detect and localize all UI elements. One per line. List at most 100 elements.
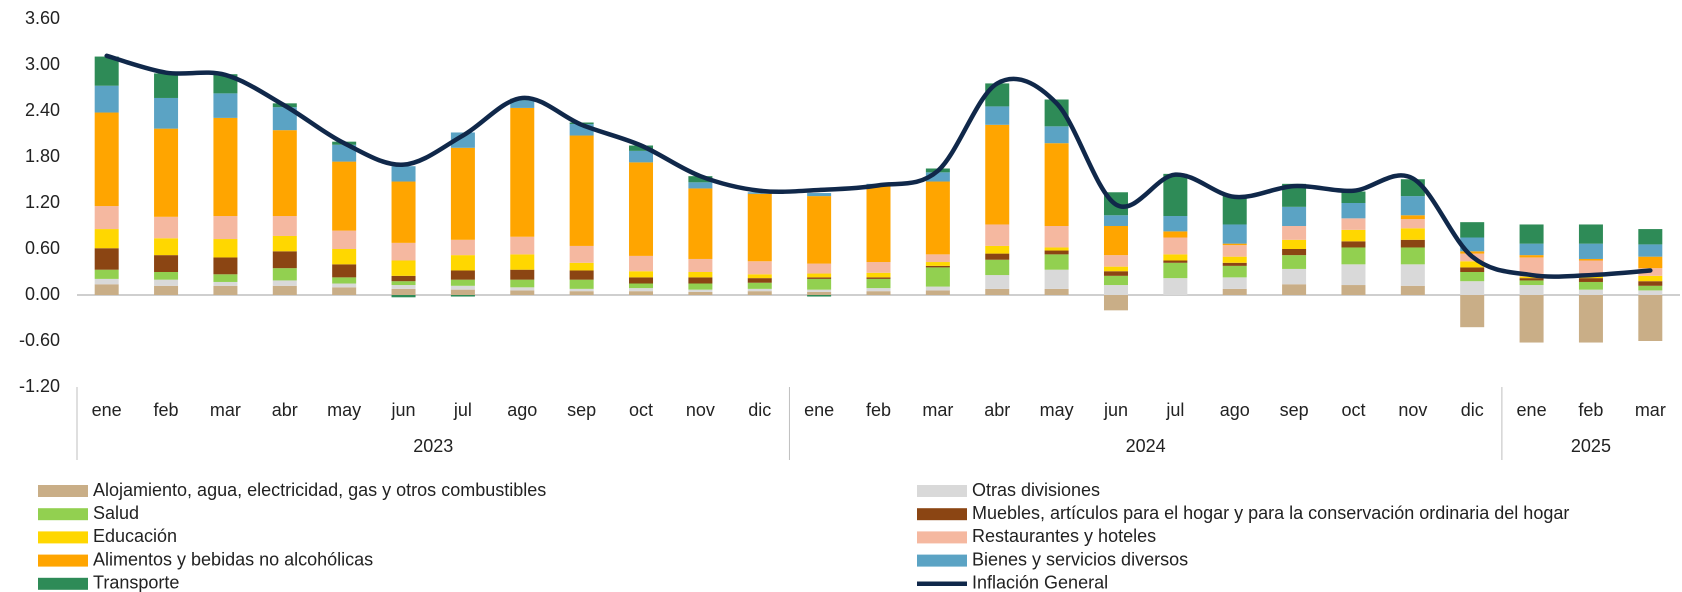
bar-segment (391, 275, 416, 282)
bar-segment (629, 271, 654, 278)
bar-segment (985, 224, 1010, 246)
bar-segment (332, 264, 357, 278)
legend-swatch (38, 508, 88, 521)
bar-segment (391, 288, 416, 295)
bar-segment (94, 112, 119, 207)
bar-segment (1341, 203, 1366, 219)
y-tick-label: -0.60 (19, 330, 60, 350)
legend-label: Educación (93, 526, 177, 546)
x-tick-label: dic (748, 400, 771, 420)
bar-segment (569, 279, 594, 289)
bar-segment (1460, 251, 1485, 254)
bar-segment (1044, 250, 1069, 255)
bar-segment (569, 291, 594, 295)
bar-segment (747, 261, 772, 275)
bar-segment (1400, 285, 1425, 295)
legend-label: Restaurantes y hoteles (972, 526, 1156, 546)
bar-segment (807, 289, 832, 292)
bar-segment (688, 188, 713, 259)
bar-segment (1222, 262, 1247, 266)
bar-segment (1519, 276, 1544, 279)
y-tick-label: 3.60 (25, 8, 60, 28)
legend-swatch (38, 485, 88, 497)
y-tick-label: 3.00 (25, 54, 60, 74)
bar-segment (272, 280, 297, 286)
bar-segment (510, 269, 535, 280)
bar-segment (332, 287, 357, 295)
bar-segment (510, 290, 535, 295)
bar-segment (1578, 243, 1603, 259)
bar-segment (1519, 285, 1544, 295)
bar-segment (1282, 284, 1307, 295)
legend-label: Alojamiento, agua, electricidad, gas y o… (93, 480, 546, 500)
year-label: 2024 (1126, 436, 1166, 456)
bar-segment (1163, 254, 1188, 261)
bar-segment (569, 262, 594, 271)
bar-segment (985, 245, 1010, 254)
bar-segment (985, 124, 1010, 225)
bar-segment (1519, 243, 1544, 256)
bar-segment (747, 282, 772, 289)
x-tick-label: ene (804, 400, 834, 420)
bar-segment (450, 255, 475, 271)
bar-segment (1222, 224, 1247, 244)
bar-segment (510, 279, 535, 288)
bar-segment (332, 230, 357, 249)
bar-segment (1222, 288, 1247, 295)
bar-segment (154, 73, 179, 98)
line (104, 53, 1653, 279)
bar-segment (1044, 247, 1069, 251)
bar-segment (925, 290, 950, 295)
bar-segment (391, 295, 416, 298)
bar-segment (866, 288, 891, 292)
bar-segment (213, 239, 238, 258)
x-tick-label: may (1040, 400, 1074, 420)
y-tick-label: 0.00 (25, 284, 60, 304)
bar-segment (629, 255, 654, 272)
bar-segment (332, 144, 357, 162)
year-label: 2023 (413, 436, 453, 456)
bar-segment (629, 291, 654, 295)
bar-segment (450, 289, 475, 295)
bar-segment (391, 281, 416, 286)
bar-segment (450, 132, 475, 148)
bar-segment (1103, 285, 1128, 295)
bar-segment (866, 277, 891, 279)
bar-segment (1341, 285, 1366, 295)
legend-swatch (38, 554, 88, 567)
bar-segment (450, 239, 475, 256)
bar-segment (94, 269, 119, 279)
bar-segment (1163, 260, 1188, 263)
bar-segment (1638, 229, 1663, 245)
bar-segment (747, 291, 772, 295)
bar-segment (629, 288, 654, 292)
bar-segment (688, 289, 713, 292)
bar-segment (1460, 267, 1485, 272)
bar-segment (1519, 257, 1544, 277)
bar-segment (1578, 260, 1603, 276)
bar-segment (1282, 239, 1307, 249)
bar-segment (747, 274, 772, 279)
legend-label: Transporte (93, 573, 179, 592)
bar-segment (688, 283, 713, 290)
x-tick-label: feb (866, 400, 891, 420)
bar-segment (925, 262, 950, 266)
bar-segment (1400, 239, 1425, 248)
bar-segment (510, 287, 535, 291)
bar-segment (1163, 173, 1188, 217)
bar-segment (272, 107, 297, 131)
bar-segment (807, 196, 832, 264)
bar-segment (272, 268, 297, 281)
bar-segment (154, 272, 179, 280)
legend-swatch (38, 577, 88, 590)
bar-segment (688, 176, 713, 183)
bar-segment (1282, 183, 1307, 207)
legend-label: Alimentos y bebidas no alcohólicas (93, 549, 373, 569)
x-tick-label: oct (1341, 400, 1365, 420)
legend-label: Otras divisiones (972, 480, 1100, 500)
bar-segment (1460, 295, 1485, 328)
legend-label: Muebles, artículos para el hogar y para … (972, 503, 1569, 523)
bar-segment (94, 229, 119, 249)
bar-segment (1163, 216, 1188, 232)
